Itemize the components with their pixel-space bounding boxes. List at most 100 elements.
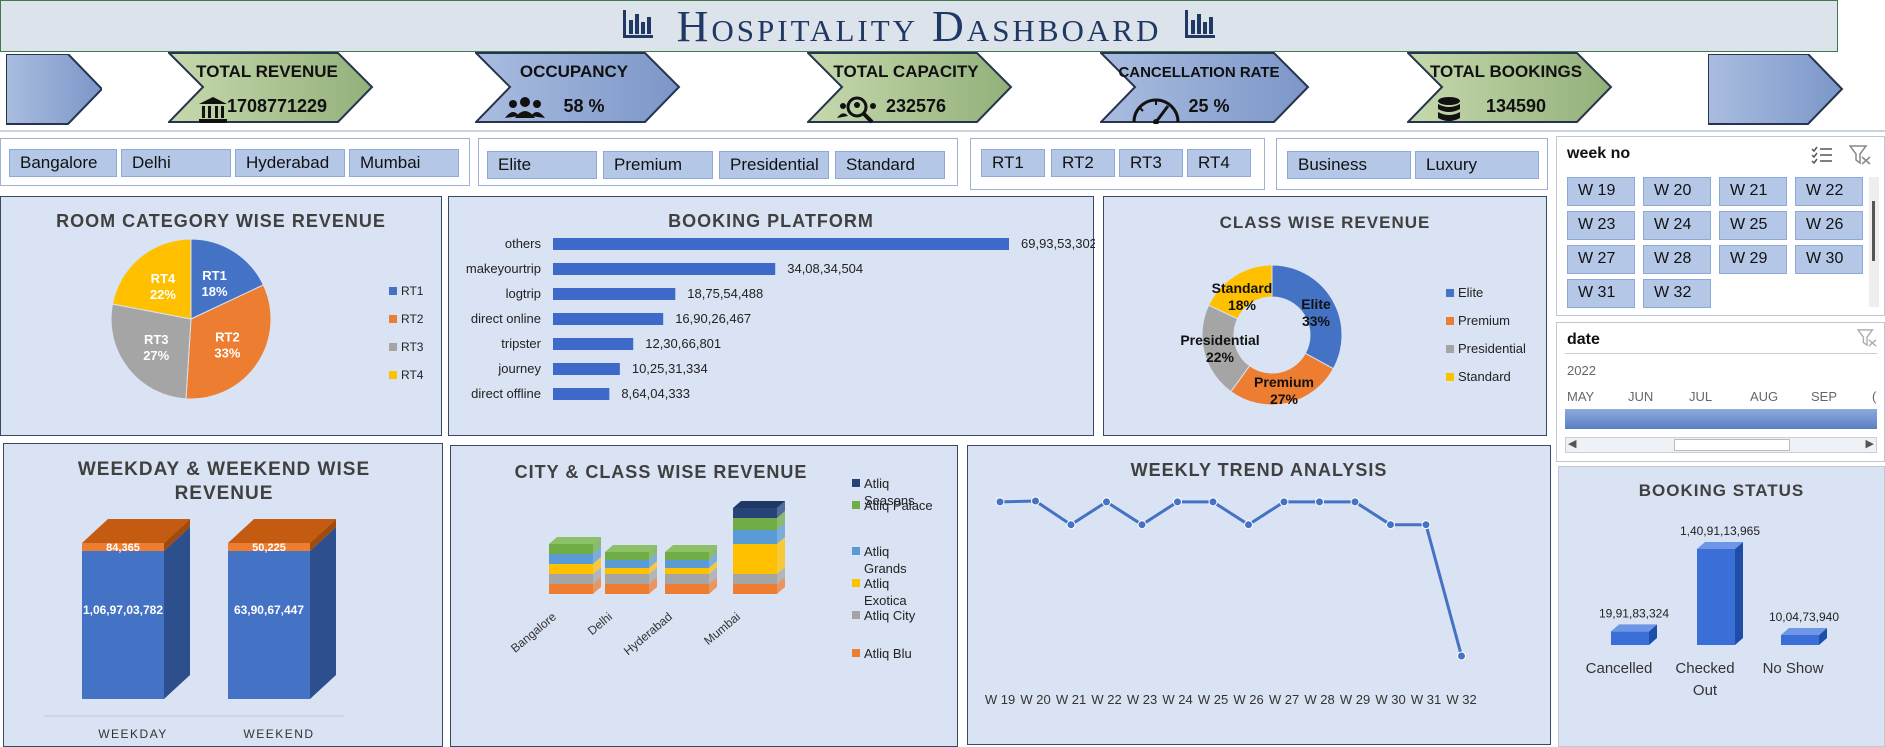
scrollbar[interactable] bbox=[1869, 177, 1879, 307]
clear-filter-icon[interactable] bbox=[1856, 329, 1877, 352]
week-item[interactable]: W 25 bbox=[1719, 211, 1787, 240]
category-label: Cancelled bbox=[1586, 660, 1653, 677]
month-label[interactable]: SEP bbox=[1811, 389, 1838, 404]
tick-label: W 24 bbox=[1162, 692, 1192, 707]
slicer-luxury[interactable]: Luxury bbox=[1415, 151, 1539, 179]
kpi-label: TOTAL BOOKINGS bbox=[1429, 62, 1583, 81]
slicer-city-hyderabad[interactable]: Hyderabad bbox=[235, 149, 345, 177]
data-point bbox=[1421, 520, 1431, 530]
bar-side bbox=[649, 561, 657, 574]
bar-side bbox=[1649, 624, 1657, 645]
data-label: 10,04,73,940 bbox=[1769, 610, 1839, 624]
week-item[interactable]: W 20 bbox=[1643, 177, 1711, 206]
week-item[interactable]: W 22 bbox=[1795, 177, 1863, 206]
kpi-value: 134590 bbox=[1485, 96, 1547, 116]
week-item[interactable]: W 26 bbox=[1795, 211, 1863, 240]
bar-side bbox=[709, 577, 717, 594]
slicer-city-bangalore[interactable]: Bangalore bbox=[9, 149, 117, 177]
week-item[interactable]: W 29 bbox=[1719, 245, 1787, 274]
legend-label: Atliq bbox=[864, 544, 889, 559]
week-item[interactable]: W 30 bbox=[1795, 245, 1863, 274]
clear-filter-icon[interactable] bbox=[1848, 145, 1871, 170]
legend-label: Atliq bbox=[864, 476, 889, 491]
booking-platform-chart: others 69,93,53,302 makeyourtrip 34,08,34,5… bbox=[466, 236, 1095, 401]
slicer-rt1[interactable]: RT1 bbox=[981, 149, 1045, 177]
week-item[interactable]: W 23 bbox=[1567, 211, 1635, 240]
data-label: 84,365 bbox=[106, 542, 140, 554]
multi-select-icon[interactable] bbox=[1811, 145, 1833, 170]
legend-label: Atliq Palace bbox=[864, 498, 933, 513]
slicer-city-delhi[interactable]: Delhi bbox=[121, 149, 231, 177]
bar-segment bbox=[605, 568, 649, 574]
slicer-class-standard[interactable]: Standard bbox=[835, 151, 945, 179]
tick-label: W 26 bbox=[1233, 692, 1263, 707]
chart-title: BOOKING STATUS bbox=[1638, 481, 1805, 500]
bar-top bbox=[1697, 542, 1743, 549]
data-label: 10,25,31,334 bbox=[632, 361, 708, 376]
slicer-rt2[interactable]: RT2 bbox=[1051, 149, 1115, 177]
bar-top bbox=[665, 545, 717, 552]
slicer-city-mumbai[interactable]: Mumbai bbox=[349, 149, 459, 177]
slicer-rt4[interactable]: RT4 bbox=[1187, 149, 1251, 177]
week-item[interactable]: W 31 bbox=[1567, 279, 1635, 308]
slice-value-label: 33% bbox=[214, 346, 240, 361]
bar-segment bbox=[549, 554, 593, 564]
bar-segment bbox=[665, 584, 709, 594]
timeline-scrollbar[interactable]: ◀ ▶ bbox=[1565, 437, 1877, 453]
chart-title: CITY & CLASS WISE REVENUE bbox=[514, 462, 808, 482]
donut-slice-elite bbox=[1271, 264, 1343, 370]
tick-label: W 20 bbox=[1020, 692, 1050, 707]
week-item[interactable]: W 28 bbox=[1643, 245, 1711, 274]
month-label[interactable]: MAY bbox=[1567, 389, 1595, 404]
page-title: Hospitality Dashboard bbox=[676, 1, 1162, 51]
slicer-class-presidential[interactable]: Presidential bbox=[719, 151, 829, 179]
category-label: WEEKDAY bbox=[98, 727, 168, 741]
bar-top bbox=[1781, 628, 1827, 635]
bar-segment bbox=[665, 560, 709, 568]
decor-arrow-right bbox=[1708, 54, 1844, 125]
bar-top-side bbox=[164, 519, 190, 551]
class-revenue-panel: CLASS WISE REVENUE Elite 33% Premium 27% Pre… bbox=[1103, 196, 1547, 436]
data-point bbox=[1386, 520, 1395, 530]
slice-category-label: Premium bbox=[1254, 374, 1314, 390]
bar-side bbox=[649, 577, 657, 594]
data-label: 8,64,04,333 bbox=[621, 386, 690, 401]
week-item[interactable]: W 21 bbox=[1719, 177, 1787, 206]
tick-label: W 19 bbox=[985, 692, 1015, 707]
bar bbox=[1611, 631, 1649, 645]
slicer-business[interactable]: Business bbox=[1287, 151, 1411, 179]
month-label[interactable]: JUL bbox=[1689, 389, 1713, 404]
kpi-total-revenue: TOTAL REVENUE 1708771229 bbox=[168, 52, 378, 124]
bar-top bbox=[82, 519, 190, 543]
legend-label: RT2 bbox=[401, 312, 424, 326]
bar-side bbox=[649, 545, 657, 560]
month-label[interactable]: ( bbox=[1872, 389, 1877, 404]
month-label[interactable]: AUG bbox=[1750, 389, 1779, 404]
room-type-slicer: RT1 RT2 RT3 RT4 bbox=[970, 138, 1265, 190]
slicer-rt3[interactable]: RT3 bbox=[1119, 149, 1183, 177]
date-title: date bbox=[1567, 331, 1600, 348]
donut-slice-premium bbox=[1230, 352, 1335, 406]
legend-label: Seasons bbox=[864, 493, 915, 508]
data-point bbox=[1066, 520, 1076, 530]
decor-arrow-left bbox=[6, 54, 102, 125]
week-item[interactable]: W 27 bbox=[1567, 245, 1635, 274]
category-label: makeyourtrip bbox=[466, 261, 541, 276]
city-class-panel: CITY & CLASS WISE REVENUE Bangalore Delhi… bbox=[450, 445, 958, 747]
week-item[interactable]: W 19 bbox=[1567, 177, 1635, 206]
category-label: WEEKEND bbox=[243, 727, 314, 741]
bar-segment bbox=[665, 552, 709, 560]
slicer-class-elite[interactable]: Elite bbox=[487, 151, 597, 179]
kpi-occupancy: OCCUPANCY 58 % bbox=[475, 52, 685, 124]
week-item[interactable]: W 32 bbox=[1643, 279, 1711, 308]
tick-label: W 27 bbox=[1269, 692, 1299, 707]
city-slicer: Bangalore Delhi Hyderabad Mumbai bbox=[0, 138, 470, 186]
tick-label: W 29 bbox=[1340, 692, 1370, 707]
month-label[interactable]: JUN bbox=[1628, 389, 1654, 404]
category-label: logtrip bbox=[506, 286, 541, 301]
chart-title: BOOKING PLATFORM bbox=[668, 211, 874, 231]
week-item[interactable]: W 24 bbox=[1643, 211, 1711, 240]
slicer-class-premium[interactable]: Premium bbox=[603, 151, 713, 179]
room-class-slicer: Elite Premium Presidential Standard bbox=[478, 138, 958, 186]
timeline-bar[interactable] bbox=[1565, 409, 1877, 429]
